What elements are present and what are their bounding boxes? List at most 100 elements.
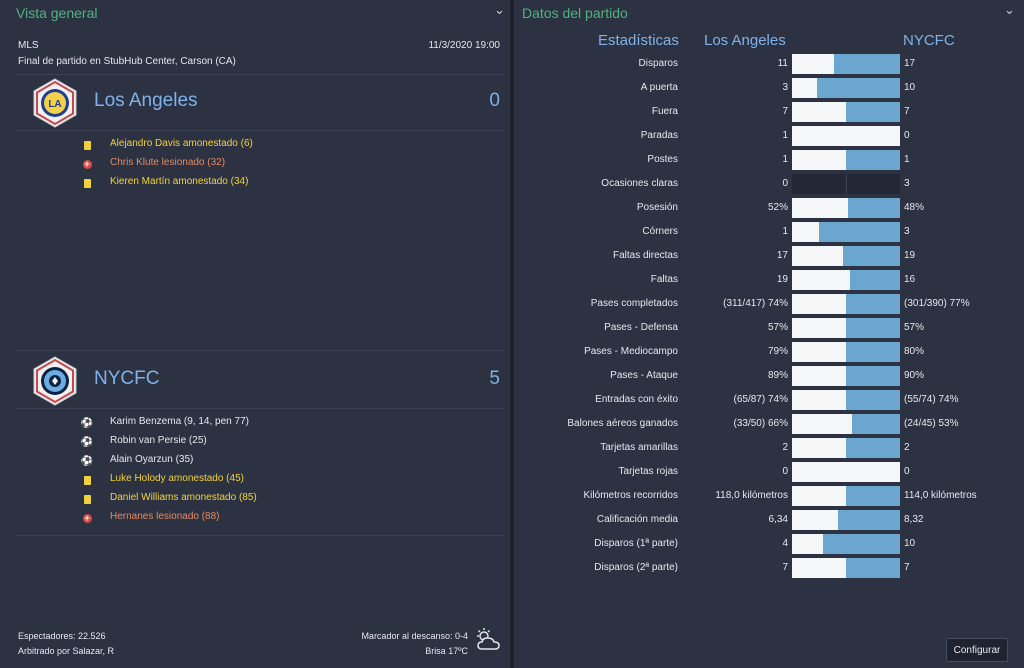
stat-bar-home (792, 126, 900, 146)
stat-bar-away (846, 294, 900, 314)
stat-row: Tarjetas rojas 0 0 (514, 460, 1024, 484)
match-datetime: 11/3/2020 19:00 (428, 40, 500, 51)
stat-label: Disparos (1ª parte) (594, 538, 678, 549)
stat-bar (792, 198, 900, 218)
event-text[interactable]: Robin van Persie (25) (110, 435, 207, 446)
match-stats-panel: Datos del partido ⌄ Estadísticas Los Ang… (514, 0, 1024, 668)
stat-label: Córners (642, 226, 678, 237)
stat-home-value: 0 (782, 466, 788, 477)
stat-row: Paradas 1 0 (514, 124, 1024, 148)
stat-away-value: 0 (904, 466, 910, 477)
stat-bar-home (792, 102, 846, 122)
stat-bar-away (846, 366, 900, 386)
stat-away-value: 90% (904, 370, 925, 381)
event-text[interactable]: Alain Oyarzun (35) (110, 454, 194, 465)
stat-bar-home (792, 534, 823, 554)
stat-row: Pases - Ataque 89% 90% (514, 364, 1024, 388)
separator (16, 408, 504, 409)
stat-bar-away (846, 438, 900, 458)
stat-row: Posesión 52% 48% (514, 196, 1024, 220)
stat-label: Faltas (650, 274, 678, 285)
stat-bar-home (792, 318, 846, 338)
cloud-sun-icon (477, 628, 500, 650)
event-text[interactable]: Chris Klute lesionado (32) (110, 157, 226, 168)
event-text[interactable]: Luke Holody amonestado (45) (110, 473, 244, 484)
stat-home-value: 6,34 (768, 514, 788, 525)
stat-bar-home (792, 294, 846, 314)
stat-bar-home (792, 486, 846, 506)
weather-text: Brisa 17ºC (425, 646, 468, 656)
referee-text: Arbitrado por Salazar, R (18, 646, 115, 656)
separator (16, 535, 504, 536)
event-text[interactable]: Daniel Williams amonestado (85) (110, 492, 257, 503)
chevron-down-icon[interactable]: ⌄ (1004, 2, 1015, 17)
event-text[interactable]: Kieren Martín amonestado (34) (110, 176, 249, 187)
event-item: ⚽ Alain Oyarzun (35) (80, 452, 480, 470)
stat-bar (792, 294, 900, 314)
svg-text:LA: LA (48, 99, 61, 110)
stat-label: Pases - Mediocampo (584, 346, 678, 357)
stat-bar (792, 558, 900, 578)
stat-label: A puerta (640, 82, 678, 93)
stat-bar (792, 414, 900, 434)
configure-button[interactable]: Configurar (946, 638, 1008, 662)
away-column-header: NYCFC (903, 32, 955, 49)
stat-bar-away (823, 534, 900, 554)
stat-home-value: 1 (782, 226, 788, 237)
stat-label: Balones aéreos ganados (567, 418, 678, 429)
stat-bar-away (846, 150, 900, 170)
stat-row: Tarjetas amarillas 2 2 (514, 436, 1024, 460)
away-team-score: 5 (489, 368, 500, 389)
event-item: Alejandro Davis amonestado (6) (80, 136, 480, 154)
stat-label: Posesión (636, 202, 678, 213)
event-item: + Chris Klute lesionado (32) (80, 155, 480, 173)
separator (16, 130, 504, 131)
ball-icon: ⚽ (80, 455, 94, 467)
stat-row: Fuera 7 7 (514, 100, 1024, 124)
overview-panel: Vista general ⌄ MLS 11/3/2020 19:00 Fina… (0, 0, 510, 668)
stat-bar-away (852, 414, 900, 434)
stat-home-value: (311/417) 74% (723, 298, 788, 309)
stat-away-value: 10 (904, 538, 916, 549)
stat-row: Disparos (1ª parte) 4 10 (514, 532, 1024, 556)
stat-bar (792, 270, 900, 290)
event-item: + Hernanes lesionado (88) (80, 509, 480, 527)
stat-label: Pases - Defensa (604, 322, 678, 333)
stat-row: Disparos 11 17 (514, 52, 1024, 76)
stat-row: Kilómetros recorridos 118,0 kilómetros 114… (514, 484, 1024, 508)
stat-bar (792, 126, 900, 146)
event-item: Kieren Martín amonestado (34) (80, 174, 480, 192)
stat-away-value: 8,32 (904, 514, 924, 525)
venue-line: Final de partido en StubHub Center, Cars… (18, 56, 236, 67)
nycfc-crest-icon[interactable] (30, 356, 80, 406)
stat-label: Fuera (651, 106, 678, 117)
event-item: ⚽ Karim Benzema (9, 14, pen 77) (80, 414, 480, 432)
chevron-down-icon[interactable]: ⌄ (494, 2, 505, 17)
event-text[interactable]: Alejandro Davis amonestado (6) (110, 138, 253, 149)
stat-away-value: 48% (904, 202, 925, 213)
event-text[interactable]: Karim Benzema (9, 14, pen 77) (110, 416, 249, 427)
stat-row: Pases completados (311/417) 74% (301/390) … (514, 292, 1024, 316)
stat-home-value: 4 (782, 538, 788, 549)
stat-label: Tarjetas amarillas (600, 442, 678, 453)
stat-bar-home (792, 150, 846, 170)
stat-row: Pases - Defensa 57% 57% (514, 316, 1024, 340)
stat-bar-away (846, 390, 900, 410)
stat-bar-away (846, 486, 900, 506)
overview-title: Vista general (16, 5, 98, 21)
la-galaxy-crest-icon[interactable]: LA (30, 78, 80, 128)
stat-home-value: 89% (767, 370, 788, 381)
stat-bar (792, 318, 900, 338)
injury-icon: + (82, 158, 92, 169)
stat-away-value: (301/390) 77% (904, 298, 970, 309)
stat-home-value: 19 (776, 274, 788, 285)
stat-row: Disparos (2ª parte) 7 7 (514, 556, 1024, 580)
away-team-name[interactable]: NYCFC (94, 368, 160, 389)
stat-bar-away (848, 198, 900, 218)
separator (16, 74, 504, 75)
home-team-name[interactable]: Los Angeles (94, 90, 198, 111)
stat-bar-away (846, 318, 900, 338)
stat-bar (792, 534, 900, 554)
event-text[interactable]: Hernanes lesionado (88) (110, 511, 220, 522)
stat-bar-away (846, 342, 900, 362)
